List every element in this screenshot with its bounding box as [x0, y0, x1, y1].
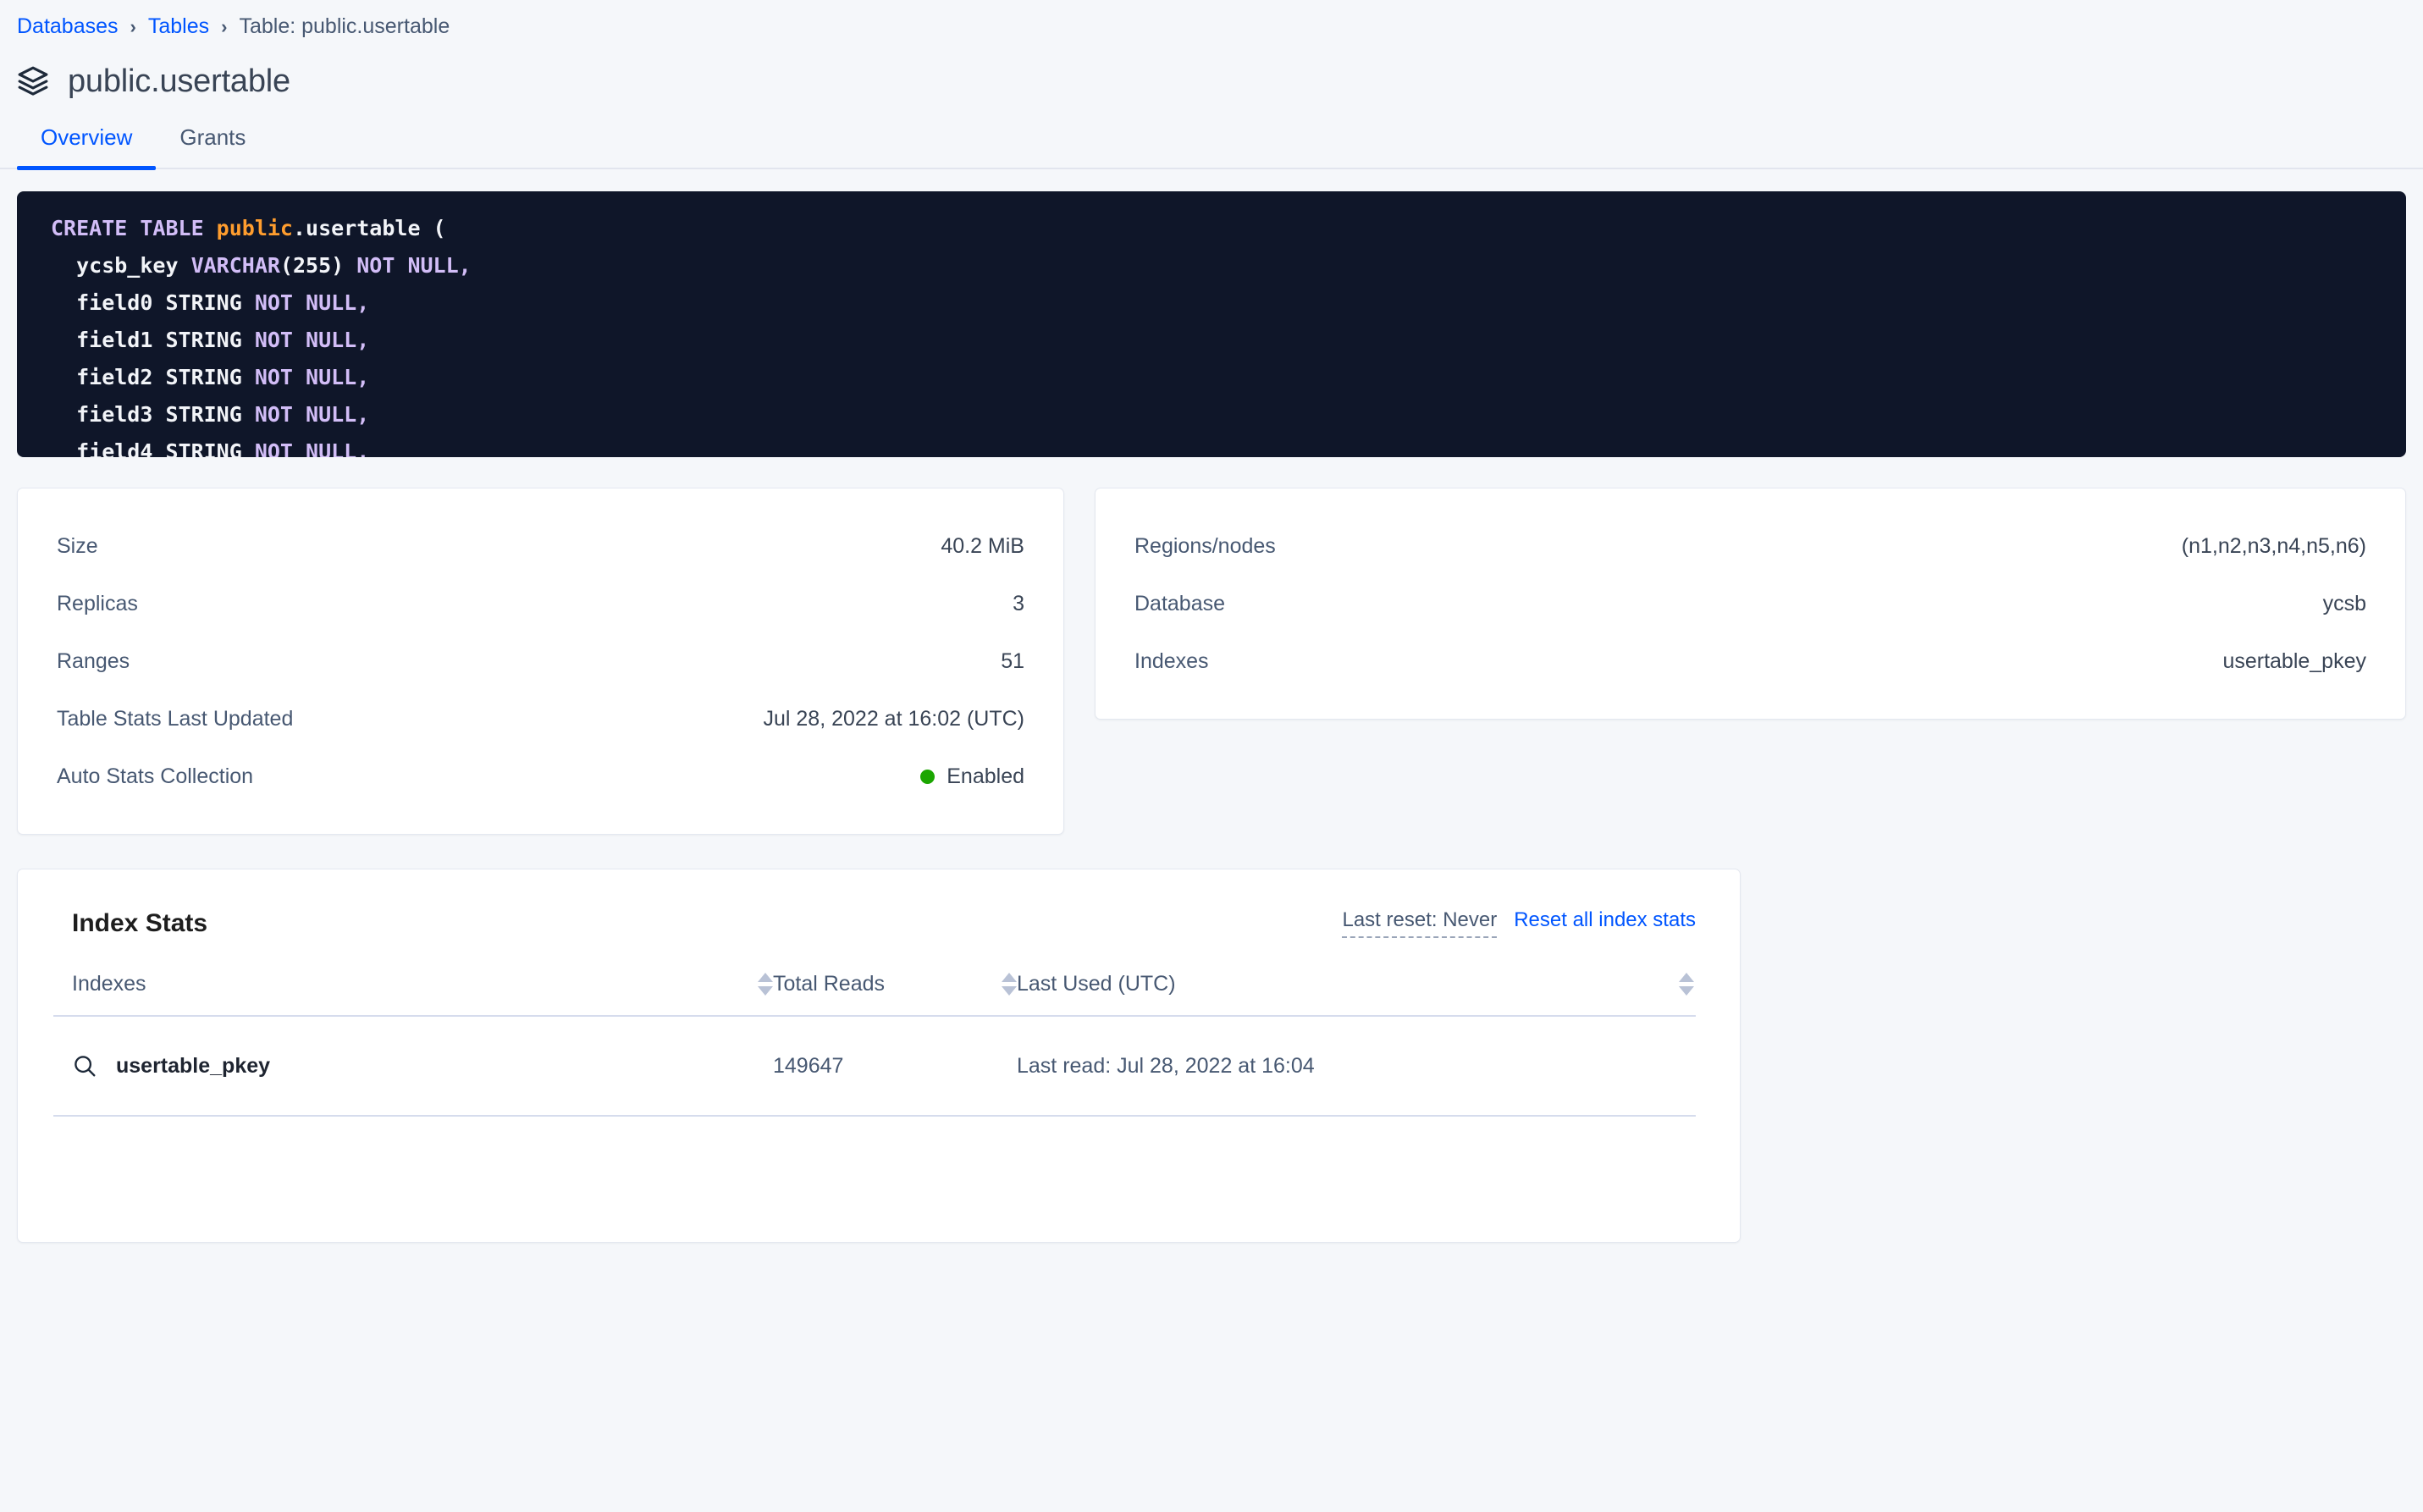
stat-row-table-stats-last-updated: Table Stats Last Updated Jul 28, 2022 at… [57, 690, 1024, 748]
stat-label: Indexes [1134, 648, 1209, 673]
stat-row-database: Database ycsb [1134, 575, 2366, 632]
stat-label: Table Stats Last Updated [57, 706, 294, 731]
breadcrumb-item-databases[interactable]: Databases [17, 14, 119, 38]
index-stats-title: Index Stats [72, 908, 208, 937]
column-header-last-used[interactable]: Last Used (UTC) [1017, 972, 1694, 996]
stat-label: Regions/nodes [1134, 533, 1276, 558]
cell-total-reads: 149647 [773, 1053, 844, 1078]
sort-descending-icon [1002, 986, 1017, 996]
column-header-label: Indexes [72, 972, 146, 996]
cell-index-name: usertable_pkey [72, 1053, 773, 1079]
stat-label: Ranges [57, 648, 130, 673]
sort-ascending-icon [1679, 973, 1694, 982]
sort-toggle-icon[interactable] [1002, 973, 1017, 996]
status-label: Enabled [947, 764, 1024, 788]
tab-overview[interactable]: Overview [17, 124, 157, 170]
page-header: public.usertable [0, 41, 2423, 103]
breadcrumb-item-current: Table: public.usertable [239, 14, 450, 38]
stat-value: (n1,n2,n3,n4,n5,n6) [2181, 533, 2366, 558]
stat-value: usertable_pkey [2222, 648, 2366, 673]
stat-label: Size [57, 533, 98, 558]
sort-toggle-icon[interactable] [1679, 973, 1694, 996]
stat-row-auto-stats-collection: Auto Stats Collection Enabled [57, 748, 1024, 805]
stat-row-size: Size 40.2 MiB [57, 517, 1024, 575]
cell-last-used: Last read: Jul 28, 2022 at 16:04 [1017, 1053, 1315, 1078]
table-metadata-card: Regions/nodes (n1,n2,n3,n4,n5,n6) Databa… [1095, 488, 2406, 720]
sort-ascending-icon [1002, 973, 1017, 982]
index-name-link[interactable]: usertable_pkey [116, 1053, 271, 1078]
stat-label: Auto Stats Collection [57, 764, 254, 788]
sort-toggle-icon[interactable] [758, 973, 773, 996]
reset-all-index-stats-link[interactable]: Reset all index stats [1514, 908, 1696, 931]
stat-row-ranges: Ranges 51 [57, 632, 1024, 690]
stat-value: Jul 28, 2022 at 16:02 (UTC) [763, 706, 1025, 731]
create-statement-panel: CREATE TABLE public.usertable ( ycsb_key… [17, 191, 2406, 457]
breadcrumb-separator-icon: › [221, 16, 228, 37]
index-stats-header: Index Stats Last reset: Never Reset all … [53, 869, 1704, 938]
stat-row-indexes: Indexes usertable_pkey [1134, 632, 2366, 690]
stat-label: Replicas [57, 591, 138, 615]
breadcrumb-separator-icon: › [130, 16, 136, 37]
page-title: public.usertable [68, 63, 290, 99]
status-badge: Enabled [920, 764, 1024, 789]
create-table-sql: CREATE TABLE public.usertable ( ycsb_key… [51, 216, 472, 457]
breadcrumb-item-tables[interactable]: Tables [147, 14, 210, 38]
column-header-label: Last Used (UTC) [1017, 972, 1176, 996]
tab-grants[interactable]: Grants [179, 124, 246, 150]
tab-bar: Overview Grants [0, 103, 2423, 170]
sort-ascending-icon [758, 973, 773, 982]
table-row[interactable]: usertable_pkey 149647 Last read: Jul 28,… [53, 1017, 1696, 1117]
column-header-total-reads[interactable]: Total Reads [773, 972, 1017, 996]
table-header-row: Indexes Total Reads Last Used (UTC) [53, 972, 1696, 1017]
index-stats-actions: Last reset: Never Reset all index stats [1342, 908, 1696, 938]
magnifier-icon [72, 1053, 97, 1079]
index-stats-table: Indexes Total Reads Last Used (UTC) [53, 972, 1696, 1117]
last-reset-label: Last reset: Never [1342, 908, 1498, 938]
status-dot-icon [920, 769, 936, 784]
stat-value: ycsb [2322, 591, 2366, 615]
stat-row-regions-nodes: Regions/nodes (n1,n2,n3,n4,n5,n6) [1134, 517, 2366, 575]
sort-descending-icon [758, 986, 773, 996]
stat-label: Database [1134, 591, 1226, 615]
column-header-label: Total Reads [773, 972, 886, 996]
stat-value: 51 [1001, 648, 1024, 673]
column-header-indexes[interactable]: Indexes [72, 972, 773, 996]
stat-value: 3 [1013, 591, 1024, 615]
sort-descending-icon [1679, 986, 1694, 996]
database-stack-icon [17, 65, 49, 97]
stat-row-replicas: Replicas 3 [57, 575, 1024, 632]
stat-value: 40.2 MiB [941, 533, 1024, 558]
summary-cards: Size 40.2 MiB Replicas 3 Ranges 51 Table… [17, 488, 2406, 835]
table-details-card: Size 40.2 MiB Replicas 3 Ranges 51 Table… [17, 488, 1064, 835]
index-stats-card: Index Stats Last reset: Never Reset all … [17, 869, 1741, 1243]
breadcrumb: Databases › Tables › Table: public.usert… [0, 0, 2423, 41]
